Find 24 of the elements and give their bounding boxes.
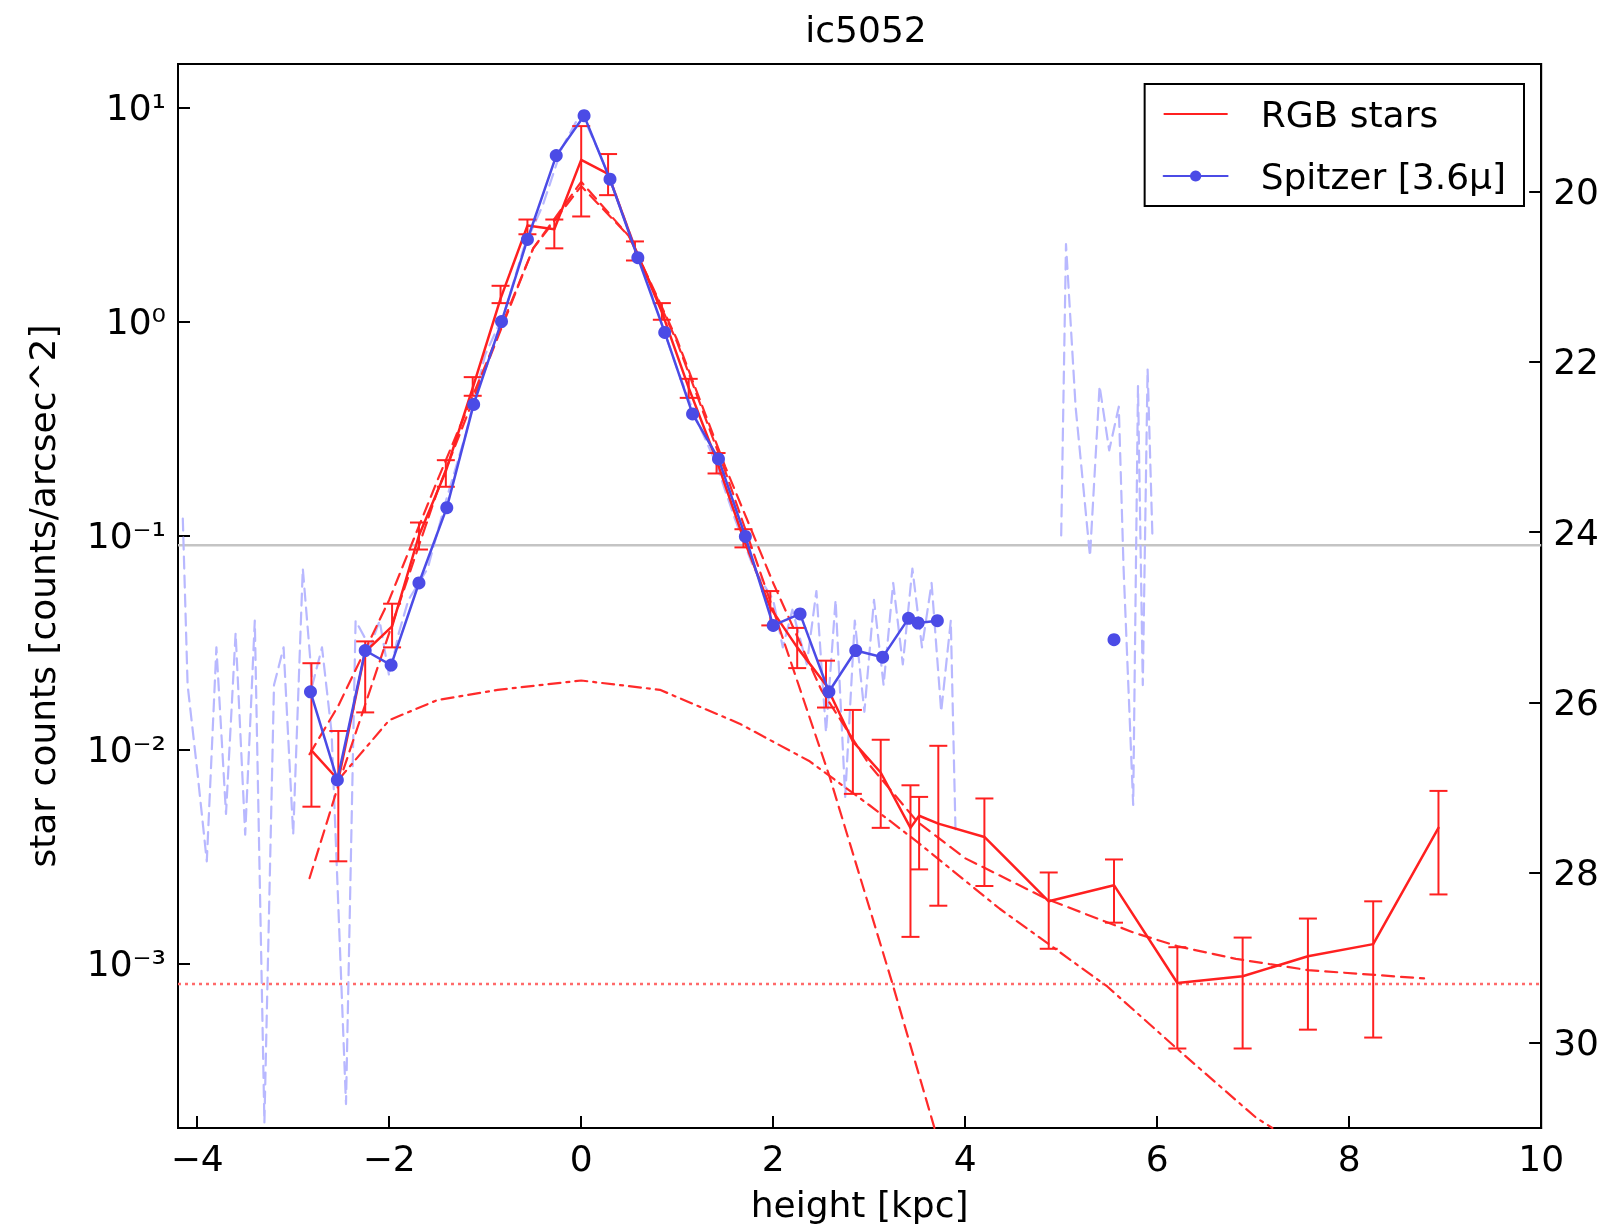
y2-tick-label: 20 bbox=[1553, 171, 1599, 213]
y2-tick-label: 22 bbox=[1553, 341, 1599, 383]
x-tick-label: 10 bbox=[1518, 1137, 1565, 1179]
x-tick-label: −2 bbox=[362, 1137, 416, 1179]
chart-title: ic5052 bbox=[805, 8, 927, 50]
x-tick-label: 8 bbox=[1337, 1137, 1361, 1179]
x-tick-label: 4 bbox=[953, 1137, 977, 1179]
legend-label: RGB stars bbox=[1260, 93, 1439, 135]
x-axis-title: height [kpc] bbox=[750, 1183, 969, 1225]
legend-label: Spitzer [3.6μ] bbox=[1260, 155, 1506, 197]
y-tick-label: 10¹ bbox=[105, 87, 166, 129]
x-tick-label: −4 bbox=[170, 1137, 224, 1179]
y-tick-label: 10⁰ bbox=[105, 301, 166, 343]
x-tick-label: 6 bbox=[1145, 1137, 1169, 1179]
y2-tick-label: 24 bbox=[1553, 511, 1599, 553]
y-axis-title: star counts [counts/arcsec^2] bbox=[21, 324, 63, 868]
y2-tick-label: 28 bbox=[1553, 852, 1599, 894]
y2-tick-label: 30 bbox=[1553, 1022, 1599, 1064]
y-tick-label: 10⁻² bbox=[86, 728, 166, 770]
y2-tick-label: 26 bbox=[1553, 681, 1599, 723]
x-tick-label: 0 bbox=[569, 1137, 593, 1179]
y-tick-label: 10⁻¹ bbox=[86, 515, 166, 557]
x-tick-label: 2 bbox=[761, 1137, 785, 1179]
y-tick-label: 10⁻³ bbox=[86, 942, 166, 984]
